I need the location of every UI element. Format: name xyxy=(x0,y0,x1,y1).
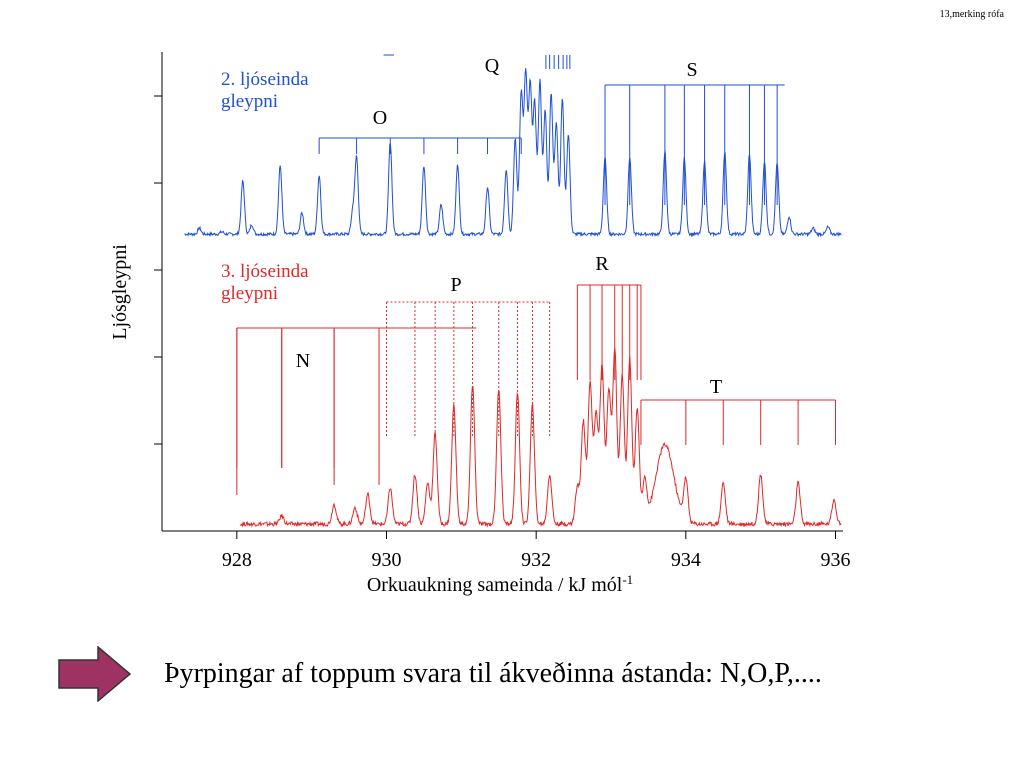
x-tick-label: 928 xyxy=(222,549,252,571)
y-axis-label: Ljósgleypni xyxy=(109,244,131,340)
x-tick-label: 932 xyxy=(521,549,551,571)
x-tick-label: 934 xyxy=(671,549,701,571)
header-note: 13,merking rófa xyxy=(939,9,1004,20)
band-label-p: P xyxy=(450,274,461,296)
band-label-n: N xyxy=(296,350,310,372)
spectrum-chart: 928 930 932 934 936 Orkuaukning sameinda / kJ… xyxy=(109,52,851,597)
x-tick-label: 930 xyxy=(372,549,402,571)
band-label-r: R xyxy=(595,253,609,275)
series-line xyxy=(184,68,842,238)
slide-caption: Þyrpingar af toppum svara til ákveðinna … xyxy=(164,658,822,689)
right-arrow-icon xyxy=(58,645,132,707)
series-label: gleypni xyxy=(221,91,278,112)
band-label-t: T xyxy=(710,376,722,398)
series-label: 3. ljóseinda xyxy=(221,261,309,282)
series-label: gleypni xyxy=(221,283,278,304)
band-label-q: Q xyxy=(485,55,500,77)
series-line xyxy=(240,348,842,528)
band-label-s: S xyxy=(686,59,697,81)
x-tick-label: 936 xyxy=(821,549,851,571)
x-axis-label: Orkuaukning sameinda / kJ mól-1 xyxy=(367,572,633,597)
series-label: 2. ljóseinda xyxy=(221,69,309,90)
band-label-o: O xyxy=(373,107,387,129)
